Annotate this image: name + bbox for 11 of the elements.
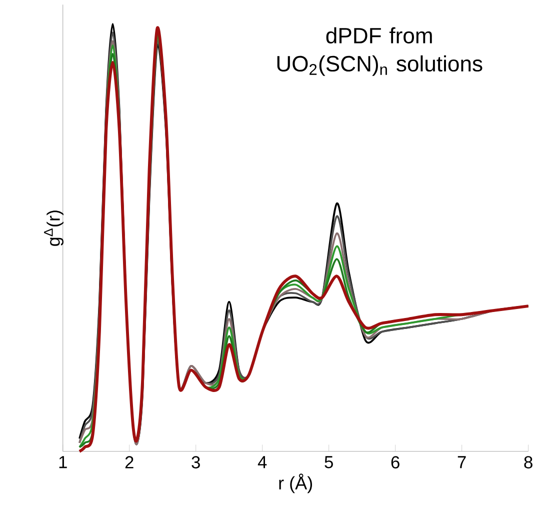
x-tick-label: 4 bbox=[258, 456, 267, 468]
x-tick-label: 2 bbox=[125, 456, 134, 468]
x-tick-label: 1 bbox=[59, 456, 67, 468]
x-tick-label: 3 bbox=[192, 456, 200, 468]
y-axis-title: g$^{Δ}$(r) bbox=[44, 210, 64, 246]
x-tick-label: 5 bbox=[324, 456, 333, 468]
x-tick-label: 8 bbox=[524, 456, 532, 468]
text: dPDF from UO$_{2}$(SCN)$_{n}$ solutions bbox=[277, 27, 482, 76]
x-tick-label: 7 bbox=[458, 456, 466, 468]
x-tick-label: 6 bbox=[391, 456, 400, 468]
x-axis-title: r (Å) bbox=[279, 474, 312, 494]
